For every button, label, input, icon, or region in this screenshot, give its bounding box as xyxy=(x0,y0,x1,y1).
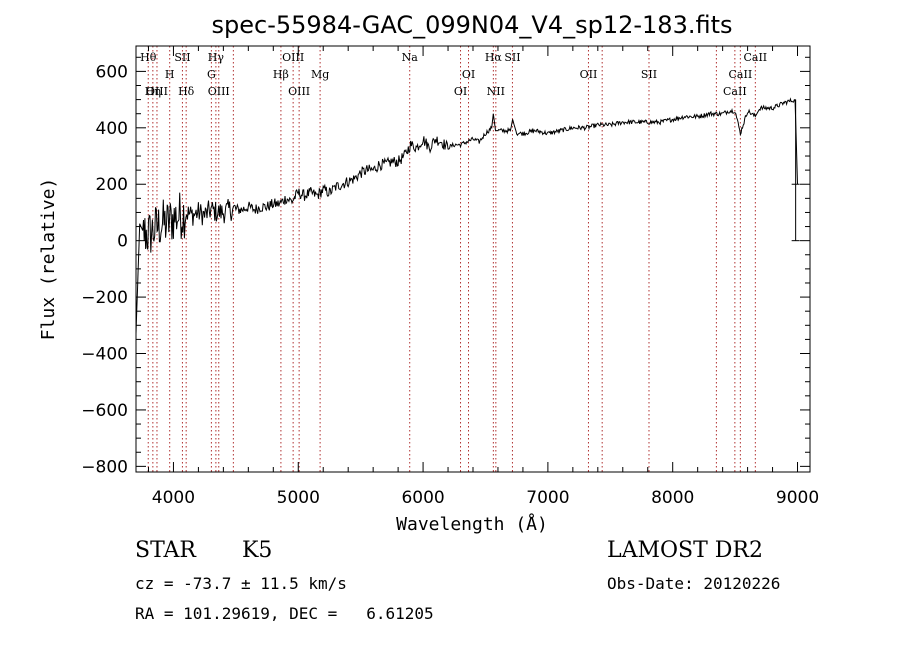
line-label: Hα xyxy=(485,51,503,64)
object-class: STAR xyxy=(135,538,196,563)
y-tick-label: 600 xyxy=(96,62,128,82)
line-label: G xyxy=(207,68,216,81)
y-tick-label: 0 xyxy=(117,232,128,252)
survey-name: LAMOST DR2 xyxy=(607,538,763,563)
y-tick-label: −600 xyxy=(81,401,128,421)
redshift-text: cz = -73.7 ± 11.5 km/s xyxy=(135,574,347,593)
line-label: OIII xyxy=(282,51,304,64)
object-subclass: K5 xyxy=(242,538,273,563)
error-bar xyxy=(791,99,800,242)
line-label: Hγ xyxy=(208,51,225,64)
obs-date-text: Obs-Date: 20120226 xyxy=(607,574,781,593)
line-label: OI xyxy=(454,85,467,98)
line-label: OIII xyxy=(146,85,168,98)
line-label: Mg xyxy=(311,68,329,81)
line-label: NII xyxy=(487,85,505,98)
line-label: Hη xyxy=(145,85,161,98)
y-tick-label: 400 xyxy=(96,119,128,139)
x-axis-label: Wavelength (Å) xyxy=(396,513,548,535)
x-tick-label: 9000 xyxy=(776,488,819,508)
y-tick-label: −800 xyxy=(81,457,128,477)
spectral-line-markers xyxy=(147,46,756,472)
y-tick-label: 200 xyxy=(96,175,128,195)
line-label: CaII xyxy=(743,51,767,64)
x-tick-label: 7000 xyxy=(526,488,569,508)
x-axis: 4000 5000 6000 7000 8000 9000 xyxy=(147,46,819,508)
x-tick-label: 8000 xyxy=(651,488,694,508)
spectral-line-labels: HθHηOIIIHSIIHδHγGOIIIHβOIIIOIIIMgNaOIOIH… xyxy=(140,51,767,98)
line-label: CaII xyxy=(729,68,753,81)
y-axis-label: Flux (relative) xyxy=(38,178,59,341)
y-tick-label: −200 xyxy=(81,288,128,308)
y-tick-label: −400 xyxy=(81,345,128,365)
spectrum-line xyxy=(135,97,798,334)
line-label: SII xyxy=(174,51,190,64)
line-label: Hθ xyxy=(140,51,157,64)
line-label: OII xyxy=(580,68,598,81)
x-tick-label: 6000 xyxy=(401,488,444,508)
line-label: SII xyxy=(504,51,520,64)
line-label: OIII xyxy=(208,85,230,98)
y-axis: −800 −600 −400 −200 0 200 400 600 xyxy=(81,56,810,477)
line-label: Hβ xyxy=(273,68,289,81)
plot-frame xyxy=(135,45,811,473)
line-label: OIII xyxy=(288,85,310,98)
line-label: Hδ xyxy=(178,85,195,98)
line-label: OI xyxy=(462,68,475,81)
line-label: CaII xyxy=(723,85,747,98)
line-label: H xyxy=(165,68,175,81)
x-tick-label: 4000 xyxy=(152,488,195,508)
x-tick-label: 5000 xyxy=(277,488,320,508)
line-label: Na xyxy=(402,51,419,64)
chart-title: spec-55984-GAC_099N04_V4_sp12-183.fits xyxy=(212,11,733,39)
coordinates-text: RA = 101.29619, DEC = 6.61205 xyxy=(135,604,434,623)
line-label: SII xyxy=(641,68,657,81)
